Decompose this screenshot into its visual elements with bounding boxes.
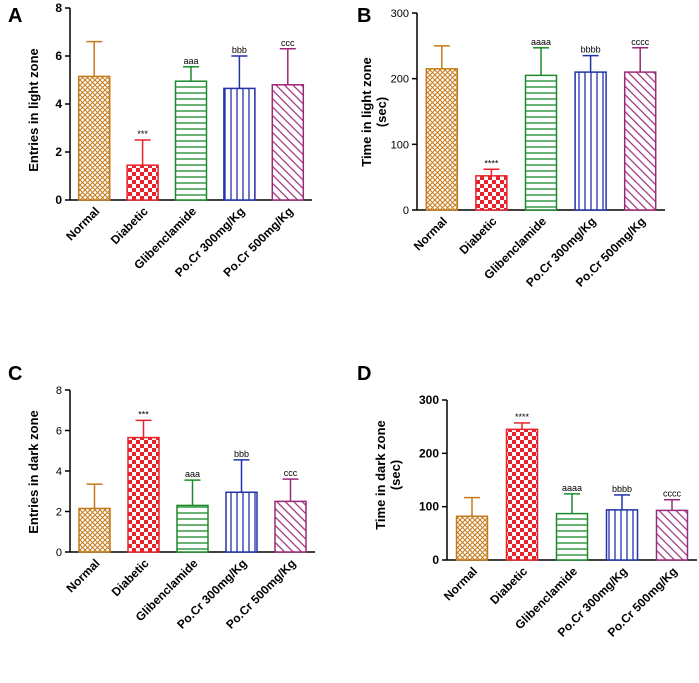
y-tick-label: 2 <box>55 145 62 159</box>
bar <box>274 500 307 553</box>
panel-letter: C <box>8 363 22 385</box>
bar <box>271 84 305 201</box>
y-tick-label: 300 <box>391 8 409 20</box>
y-tick-label: 8 <box>55 1 62 15</box>
x-tick-label: Normal <box>63 204 102 243</box>
y-axis-label: Entries in light zone <box>26 48 41 172</box>
bar <box>425 68 459 211</box>
x-tick-label: Normal <box>441 564 480 603</box>
bar <box>505 428 539 561</box>
y-tick-label: 0 <box>56 547 62 559</box>
y-axis-label: Time in light zone(sec) <box>359 57 389 167</box>
y-tick-label: 4 <box>56 466 62 478</box>
panel-d: D Time in dark zone(sec) 0 100 200 300 Norma… <box>357 363 697 640</box>
significance-label: *** <box>137 129 148 139</box>
bar <box>655 509 689 561</box>
x-tick-label: Normal <box>63 556 102 595</box>
y-tick-label: 100 <box>419 500 439 514</box>
significance-label: ccc <box>284 468 298 478</box>
bar <box>455 515 489 561</box>
significance-label: bbbb <box>612 484 632 494</box>
significance-label: aaaa <box>562 483 582 493</box>
x-tick-label: Diabetic <box>457 214 500 257</box>
significance-label: aaa <box>183 56 198 66</box>
bar <box>605 509 639 561</box>
bar <box>623 71 657 211</box>
y-tick-label: 0 <box>403 205 409 217</box>
bar <box>176 504 209 553</box>
y-tick-label: 2 <box>56 507 62 519</box>
y-axis-label: Time in dark zone(sec) <box>373 420 403 530</box>
plot-area: 02468Normal***DiabeticaaaGlibenclamidebb… <box>56 385 315 632</box>
significance-label: cccc <box>663 489 682 499</box>
bar <box>78 507 111 553</box>
bar <box>126 164 159 201</box>
y-tick-label: 6 <box>55 49 62 63</box>
y-tick-label: 6 <box>56 426 62 438</box>
plot-area: 0100200300Normal****DiabeticaaaaGlibencl… <box>419 393 697 640</box>
panel-a: A Entries in light zone 0 2 4 6 8 Normal *** Di… <box>8 1 312 280</box>
significance-label: cccc <box>631 37 650 47</box>
bar <box>174 80 208 201</box>
bar <box>524 74 558 211</box>
bar <box>574 71 607 211</box>
bar <box>77 75 111 201</box>
plot-area: 02468Normal***DiabeticaaaGlibenclamidebb… <box>55 1 312 280</box>
bar <box>475 175 508 211</box>
y-tick-label: 200 <box>419 446 439 460</box>
plot-area: 0100200300Normal****DiabeticaaaaGlibencl… <box>391 8 665 290</box>
y-tick-label: 200 <box>391 74 409 86</box>
significance-label: bbb <box>234 449 249 459</box>
x-tick-label: Normal <box>411 214 450 253</box>
significance-label: aaaa <box>531 37 551 47</box>
y-tick-label: 100 <box>391 139 409 151</box>
bar <box>223 87 256 201</box>
significance-label: bbb <box>232 45 247 55</box>
significance-label: aaa <box>185 469 200 479</box>
y-axis-label: Entries in dark zone <box>26 410 41 534</box>
significance-label: **** <box>515 412 530 422</box>
y-tick-label: 0 <box>55 193 62 207</box>
y-tick-label: 8 <box>56 385 62 397</box>
panel-c: C Entries in dark zone 0 2 4 6 8 Normal *** Dia… <box>8 363 315 632</box>
panel-letter: A <box>8 5 22 27</box>
significance-label: bbbb <box>581 45 601 55</box>
panel-b: B Time in light zone(sec) 0 100 200 300 Norm… <box>357 5 665 290</box>
significance-label: *** <box>138 409 149 419</box>
bar <box>225 491 258 553</box>
bar <box>127 436 160 553</box>
y-tick-label: 300 <box>419 393 439 407</box>
bar <box>555 512 589 561</box>
panel-letter: B <box>357 5 371 27</box>
y-tick-label: 0 <box>432 553 439 567</box>
x-tick-label: Diabetic <box>487 564 530 607</box>
y-tick-label: 4 <box>55 97 62 111</box>
x-tick-label: Diabetic <box>108 204 151 247</box>
significance-label: **** <box>484 158 499 168</box>
panel-letter: D <box>357 363 371 385</box>
x-tick-label: Diabetic <box>109 556 152 599</box>
significance-label: ccc <box>281 38 295 48</box>
